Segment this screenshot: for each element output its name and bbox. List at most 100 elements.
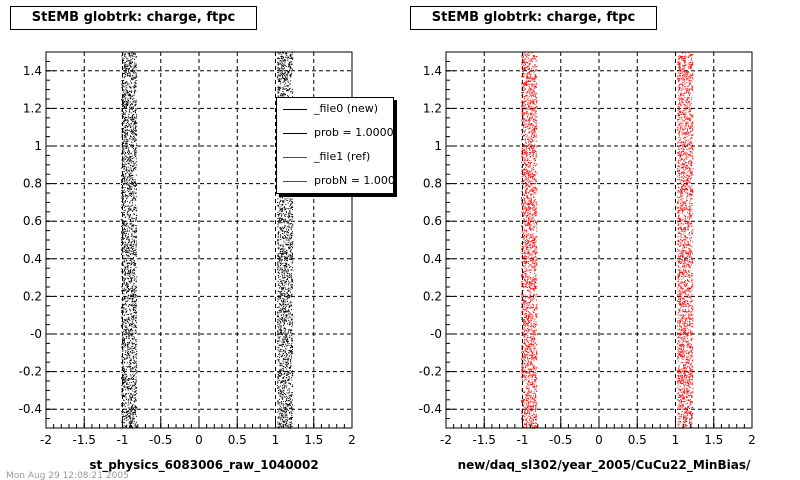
left-point: [129, 347, 131, 349]
left-point: [128, 95, 130, 97]
left-point: [129, 362, 131, 363]
left-point: [124, 250, 126, 252]
left-point: [132, 177, 134, 179]
left-point: [130, 186, 132, 188]
left-point: [122, 191, 124, 193]
left-point: [129, 107, 131, 109]
left-point: [135, 80, 137, 81]
left-point: [123, 368, 125, 370]
left-point: [132, 357, 134, 359]
left-point: [132, 133, 134, 135]
left-point: [282, 246, 284, 248]
left-point: [131, 322, 133, 324]
left-point: [123, 168, 125, 170]
left-point: [128, 169, 130, 171]
left-point: [288, 424, 290, 426]
left-point: [288, 276, 290, 278]
left-point: [129, 131, 131, 133]
left-point: [131, 328, 132, 330]
left-point: [291, 322, 293, 324]
left-point: [125, 146, 127, 147]
left-point: [281, 299, 282, 301]
left-point: [124, 178, 126, 180]
left-point: [134, 253, 136, 255]
left-point: [288, 400, 290, 402]
left-point: [127, 129, 129, 131]
left-point: [125, 289, 127, 291]
left-point: [289, 302, 291, 304]
right-point: [527, 345, 529, 347]
left-point: [125, 209, 127, 211]
left-point: [134, 378, 136, 380]
left-point: [134, 220, 136, 222]
left-point: [286, 365, 288, 367]
right-point: [529, 315, 531, 317]
left-point: [291, 413, 293, 415]
left-point: [130, 294, 132, 296]
left-point: [127, 300, 129, 302]
left-point: [280, 57, 282, 59]
left-point: [121, 232, 123, 234]
left-point: [123, 150, 125, 152]
left-point: [132, 204, 134, 206]
left-point: [128, 90, 130, 92]
left-point: [287, 310, 289, 312]
left-point: [127, 352, 129, 353]
left-point: [130, 250, 132, 252]
left-point: [279, 376, 281, 377]
left-point: [136, 317, 137, 319]
left-point: [131, 316, 133, 318]
left-point: [288, 56, 290, 58]
left-point: [132, 106, 134, 108]
left-point: [285, 208, 286, 210]
left-point: [280, 318, 282, 320]
left-point: [131, 261, 133, 263]
left-point: [283, 299, 285, 301]
left-point: [286, 298, 288, 300]
left-point: [128, 313, 129, 315]
left-point: [133, 263, 135, 265]
left-point: [121, 141, 123, 143]
right-point: [533, 114, 535, 116]
left-point: [278, 272, 280, 274]
left-point: [132, 343, 134, 345]
left-point: [123, 129, 125, 131]
left-point: [284, 218, 286, 220]
left-point: [128, 388, 130, 390]
left-point: [134, 149, 136, 151]
left-point: [128, 150, 130, 152]
left-point: [126, 262, 128, 264]
left-point: [283, 290, 285, 292]
left-point: [128, 379, 130, 381]
left-point: [282, 236, 284, 238]
left-point: [286, 265, 288, 267]
left-point: [290, 318, 292, 320]
left-point: [135, 266, 137, 268]
left-point: [126, 376, 127, 378]
left-point: [127, 355, 129, 357]
left-point: [279, 79, 281, 81]
left-point: [131, 262, 133, 264]
left-point: [121, 326, 123, 328]
left-point: [283, 201, 285, 203]
left-point: [283, 305, 285, 307]
left-point: [134, 412, 136, 414]
right-point: [529, 295, 531, 297]
left-point: [282, 255, 284, 257]
left-point: [135, 76, 137, 78]
left-point: [285, 88, 287, 90]
left-point: [285, 238, 287, 240]
left-point: [130, 195, 132, 197]
left-point: [129, 124, 130, 126]
left-point: [283, 295, 285, 296]
left-point: [285, 337, 286, 339]
left-point: [288, 89, 290, 91]
right-point: [526, 184, 528, 186]
right-point: [531, 198, 532, 200]
left-point: [282, 288, 284, 290]
left-point: [127, 222, 129, 224]
left-point: [133, 157, 135, 159]
left-point: [277, 331, 279, 333]
left-point: [281, 255, 282, 257]
left-point: [280, 236, 282, 238]
